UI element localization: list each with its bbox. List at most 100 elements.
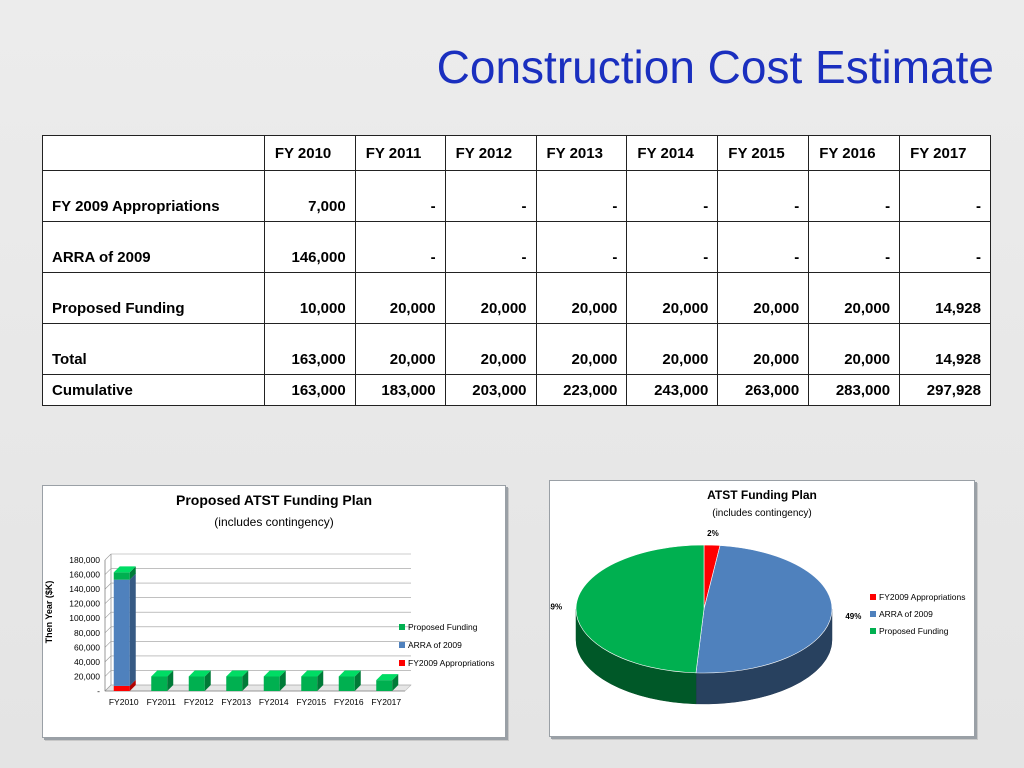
header-cell	[42, 135, 265, 171]
x-tick-label: FY2013	[221, 697, 251, 707]
bar-segment	[301, 676, 318, 691]
table-cell: 20,000	[444, 272, 537, 324]
bar-segment	[113, 685, 130, 691]
bar-top	[188, 670, 211, 677]
bar-top	[263, 670, 286, 677]
table-cell: -	[808, 170, 901, 222]
table-row: FY 2009 Appropriations 7,000 - - - - - -…	[42, 170, 991, 222]
table-cell: -	[626, 170, 719, 222]
bar-chart-subtitle: (includes contingency)	[214, 515, 333, 529]
y-gridline-side	[104, 670, 112, 677]
y-tick-label: 40,000	[74, 657, 100, 667]
table-cell: 183,000	[354, 374, 446, 406]
row-label: Proposed Funding	[42, 272, 265, 324]
bar-chart-y-axis-label: Then Year ($K)	[44, 581, 54, 644]
bar-segment	[263, 676, 280, 691]
bar-top	[338, 670, 361, 677]
pie-chart-panel: ATST Funding Plan (includes contingency)…	[549, 480, 975, 737]
table-cell: 20,000	[354, 272, 446, 324]
y-gridline-side	[104, 568, 112, 575]
pie-data-label: 2%	[707, 529, 719, 538]
bar-side	[279, 670, 286, 691]
bar-side	[392, 674, 399, 691]
table-cell: 20,000	[535, 272, 628, 324]
y-tick-label: 140,000	[69, 584, 100, 594]
table-cell: 20,000	[535, 323, 628, 375]
pie-slice	[695, 545, 833, 674]
y-gridline-side	[104, 684, 112, 692]
table-cell: -	[354, 170, 446, 222]
row-label: Cumulative	[42, 374, 265, 406]
header-cell: FY 2010	[263, 135, 356, 171]
table-cell: 223,000	[535, 374, 628, 406]
y-tick-label: 160,000	[69, 570, 100, 580]
table-cell: 163,000	[263, 374, 356, 406]
bar-segment	[113, 579, 130, 686]
bar-top	[301, 670, 324, 677]
table-cell: 20,000	[354, 323, 446, 375]
x-tick-label: FY2010	[109, 697, 139, 707]
table-cell: -	[444, 221, 537, 273]
table-cell: -	[626, 221, 719, 273]
x-tick-label: FY2012	[184, 697, 214, 707]
bar-segment	[188, 676, 205, 691]
table-cell: 146,000	[263, 221, 356, 273]
table-cell: 163,000	[263, 323, 356, 375]
bar-chart-panel: Proposed ATST Funding Plan (includes con…	[42, 485, 506, 738]
table-cell: 20,000	[808, 272, 901, 324]
y-gridline-side	[104, 655, 112, 663]
y-gridline-side	[104, 612, 112, 619]
table-cell: -	[444, 170, 537, 222]
table-cell: 20,000	[717, 272, 810, 324]
slide-title: Construction Cost Estimate	[436, 41, 994, 93]
table-cell: 243,000	[626, 374, 719, 406]
header-cell: FY 2015	[717, 135, 810, 171]
pie-chart-title: ATST Funding Plan	[707, 488, 817, 502]
table-cell: 20,000	[808, 323, 901, 375]
bar-segment	[113, 572, 130, 580]
pie-slice	[575, 544, 705, 674]
bar-top	[113, 566, 136, 573]
bar-side	[204, 670, 211, 691]
table-cell: 14,928	[899, 323, 991, 375]
bar-chart-title: Proposed ATST Funding Plan	[176, 492, 372, 508]
bar-segment	[226, 676, 243, 691]
table-row: ARRA of 2009 146,000 - - - - - - -	[42, 221, 991, 273]
table-cell: 203,000	[444, 374, 537, 406]
bar-side	[354, 670, 361, 691]
header-cell: FY 2014	[626, 135, 719, 171]
chart-floor	[104, 684, 412, 692]
y-tick-label: 100,000	[69, 613, 100, 623]
y-gridline-side	[104, 553, 112, 561]
table-cell: 20,000	[626, 272, 719, 324]
table-cell: 283,000	[808, 374, 901, 406]
table-cell: 297,928	[899, 374, 991, 406]
legend-swatch	[399, 660, 405, 666]
table-cell: 10,000	[263, 272, 356, 324]
table-cell: -	[808, 221, 901, 273]
bar-segment	[151, 676, 168, 691]
x-tick-label: FY2011	[147, 697, 176, 707]
bar-segment	[338, 676, 355, 691]
table-cell: -	[717, 221, 810, 273]
bar-top	[376, 674, 399, 681]
bar-side	[167, 670, 174, 691]
y-tick-label: 20,000	[74, 671, 100, 681]
y-gridline-side	[104, 641, 112, 648]
x-tick-label: FY2014	[259, 697, 289, 707]
x-tick-label: FY2015	[296, 697, 326, 707]
table-cell: 20,000	[626, 323, 719, 375]
pie-chart: ATST Funding Plan (includes contingency)…	[550, 488, 965, 705]
table-cell: 14,928	[899, 272, 991, 324]
bar-chart: Proposed ATST Funding Plan (includes con…	[44, 492, 494, 707]
table-cell: -	[717, 170, 810, 222]
y-gridline-side	[104, 597, 112, 604]
row-label: ARRA of 2009	[42, 221, 265, 273]
table-cell: -	[535, 221, 628, 273]
legend-swatch	[870, 628, 876, 634]
table-cell: -	[354, 221, 446, 273]
cost-table: FY 2010 FY 2011 FY 2012 FY 2013 FY 2014 …	[42, 135, 991, 406]
y-gridline-side	[104, 626, 112, 633]
table-cell: 7,000	[263, 170, 356, 222]
header-cell: FY 2016	[808, 135, 901, 171]
